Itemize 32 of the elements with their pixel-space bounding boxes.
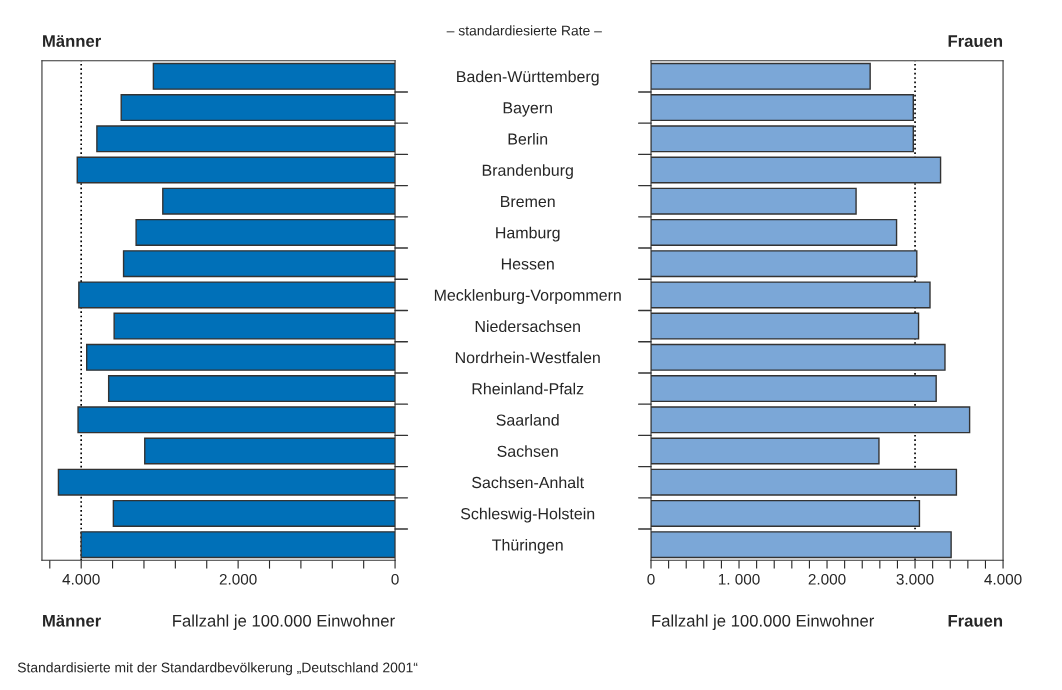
x-tick-label: 0 (647, 573, 655, 585)
y-tick-label: Berlin (508, 132, 548, 145)
x-tick-label: 0 (391, 573, 399, 585)
y-tick-label: Brandenburg (482, 164, 573, 180)
x-tick-label: 3.000 (896, 573, 934, 585)
x-tick-label: 2.000 (219, 573, 257, 585)
y-tick-label: Thüringen (492, 538, 563, 554)
y-tick-label: Bayern (503, 102, 552, 117)
text: Frauen (948, 615, 1003, 627)
x-tick-label: 1. 000 (718, 573, 760, 585)
text: Standardisierte mit der Standardbevölkerung „Deutschland 2001“ (17, 662, 418, 676)
chart-title: Männer (43, 35, 101, 47)
x-tick-label: 4.000 (984, 573, 1022, 585)
x-axis-title: Fallzahl je 100.000 Einwohner (652, 614, 875, 630)
y-tick-label: Baden-Württemberg (457, 70, 599, 86)
text: – standardiesierte Rate – (446, 25, 602, 36)
y-tick-label: Hessen (501, 258, 554, 270)
y-tick-label: Hamburg (496, 226, 560, 242)
y-tick-label: Bremen (501, 196, 555, 208)
x-axis-title: Fallzahl je 100.000 Einwohner (173, 614, 395, 630)
y-tick-label: Sachsen (497, 445, 558, 457)
y-tick-label: Rheinland-Pfalz (472, 382, 584, 395)
y-tick-label: Schleswig-Holstein (460, 507, 595, 523)
chart-title: Frauen (948, 35, 1003, 47)
y-tick-label: Sachsen-Anhalt (472, 476, 584, 489)
x-tick-label: 2.000 (808, 573, 846, 585)
x-tick-label: 4.000 (62, 573, 100, 585)
text: Männer (43, 615, 101, 627)
y-tick-label: Nordrhein-Westfalen (455, 351, 600, 364)
y-tick-label: Saarland (496, 413, 559, 426)
y-tick-label: Mecklenburg-Vorpommern (434, 289, 621, 304)
y-tick-label: Niedersachsen (475, 320, 580, 333)
